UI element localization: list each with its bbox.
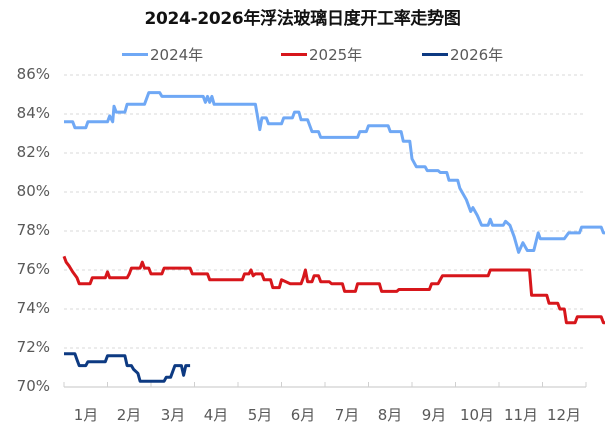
y-tick-label: 74% bbox=[16, 299, 50, 317]
y-tick-label: 80% bbox=[16, 182, 50, 200]
legend-item-2026: 2026年 bbox=[422, 44, 503, 65]
y-tick-label: 86% bbox=[16, 65, 50, 83]
x-tick-label: 4月 bbox=[203, 406, 229, 424]
gridlines bbox=[64, 74, 586, 349]
x-tick-label: 11月 bbox=[503, 406, 539, 424]
x-tick-label: 10月 bbox=[459, 406, 495, 424]
legend-label-2024: 2024年 bbox=[150, 46, 204, 64]
y-tick-label: 72% bbox=[16, 338, 50, 356]
series-lines bbox=[62, 91, 605, 383]
x-tick-label: 5月 bbox=[247, 406, 273, 424]
legend-swatch-2024-icon bbox=[122, 53, 148, 56]
series-line-2026年 bbox=[64, 352, 191, 383]
legend-swatch-2025-icon bbox=[281, 53, 307, 56]
chart-title: 2024-2026年浮法玻璃日度开工率走势图 bbox=[144, 9, 461, 29]
y-tick-label: 84% bbox=[16, 104, 50, 122]
x-tick-label: 8月 bbox=[377, 406, 403, 424]
y-tick-label: 78% bbox=[16, 221, 50, 239]
x-tick-label: 2月 bbox=[116, 406, 142, 424]
x-tick-label: 7月 bbox=[334, 406, 360, 424]
series-line-2025年 bbox=[62, 255, 605, 325]
chart-legend: 2024年 2025年 2026年 bbox=[0, 44, 605, 64]
legend-item-2024: 2024年 bbox=[122, 44, 203, 65]
series-line-2024年 bbox=[64, 91, 605, 254]
legend-label-2026: 2026年 bbox=[450, 46, 504, 64]
x-tick-label: 9月 bbox=[421, 406, 447, 424]
x-axis bbox=[63, 382, 587, 388]
x-tick-label: 6月 bbox=[290, 406, 316, 424]
x-tick-label: 12月 bbox=[546, 406, 582, 424]
legend-label-2025: 2025年 bbox=[309, 46, 363, 64]
y-tick-label: 82% bbox=[16, 143, 50, 161]
legend-item-2025: 2025年 bbox=[281, 44, 362, 65]
y-tick-label: 70% bbox=[16, 377, 50, 395]
x-tick-label: 3月 bbox=[160, 406, 186, 424]
x-tick-label: 1月 bbox=[73, 406, 99, 424]
legend-swatch-2026-icon bbox=[422, 53, 448, 56]
y-tick-label: 76% bbox=[16, 260, 50, 278]
